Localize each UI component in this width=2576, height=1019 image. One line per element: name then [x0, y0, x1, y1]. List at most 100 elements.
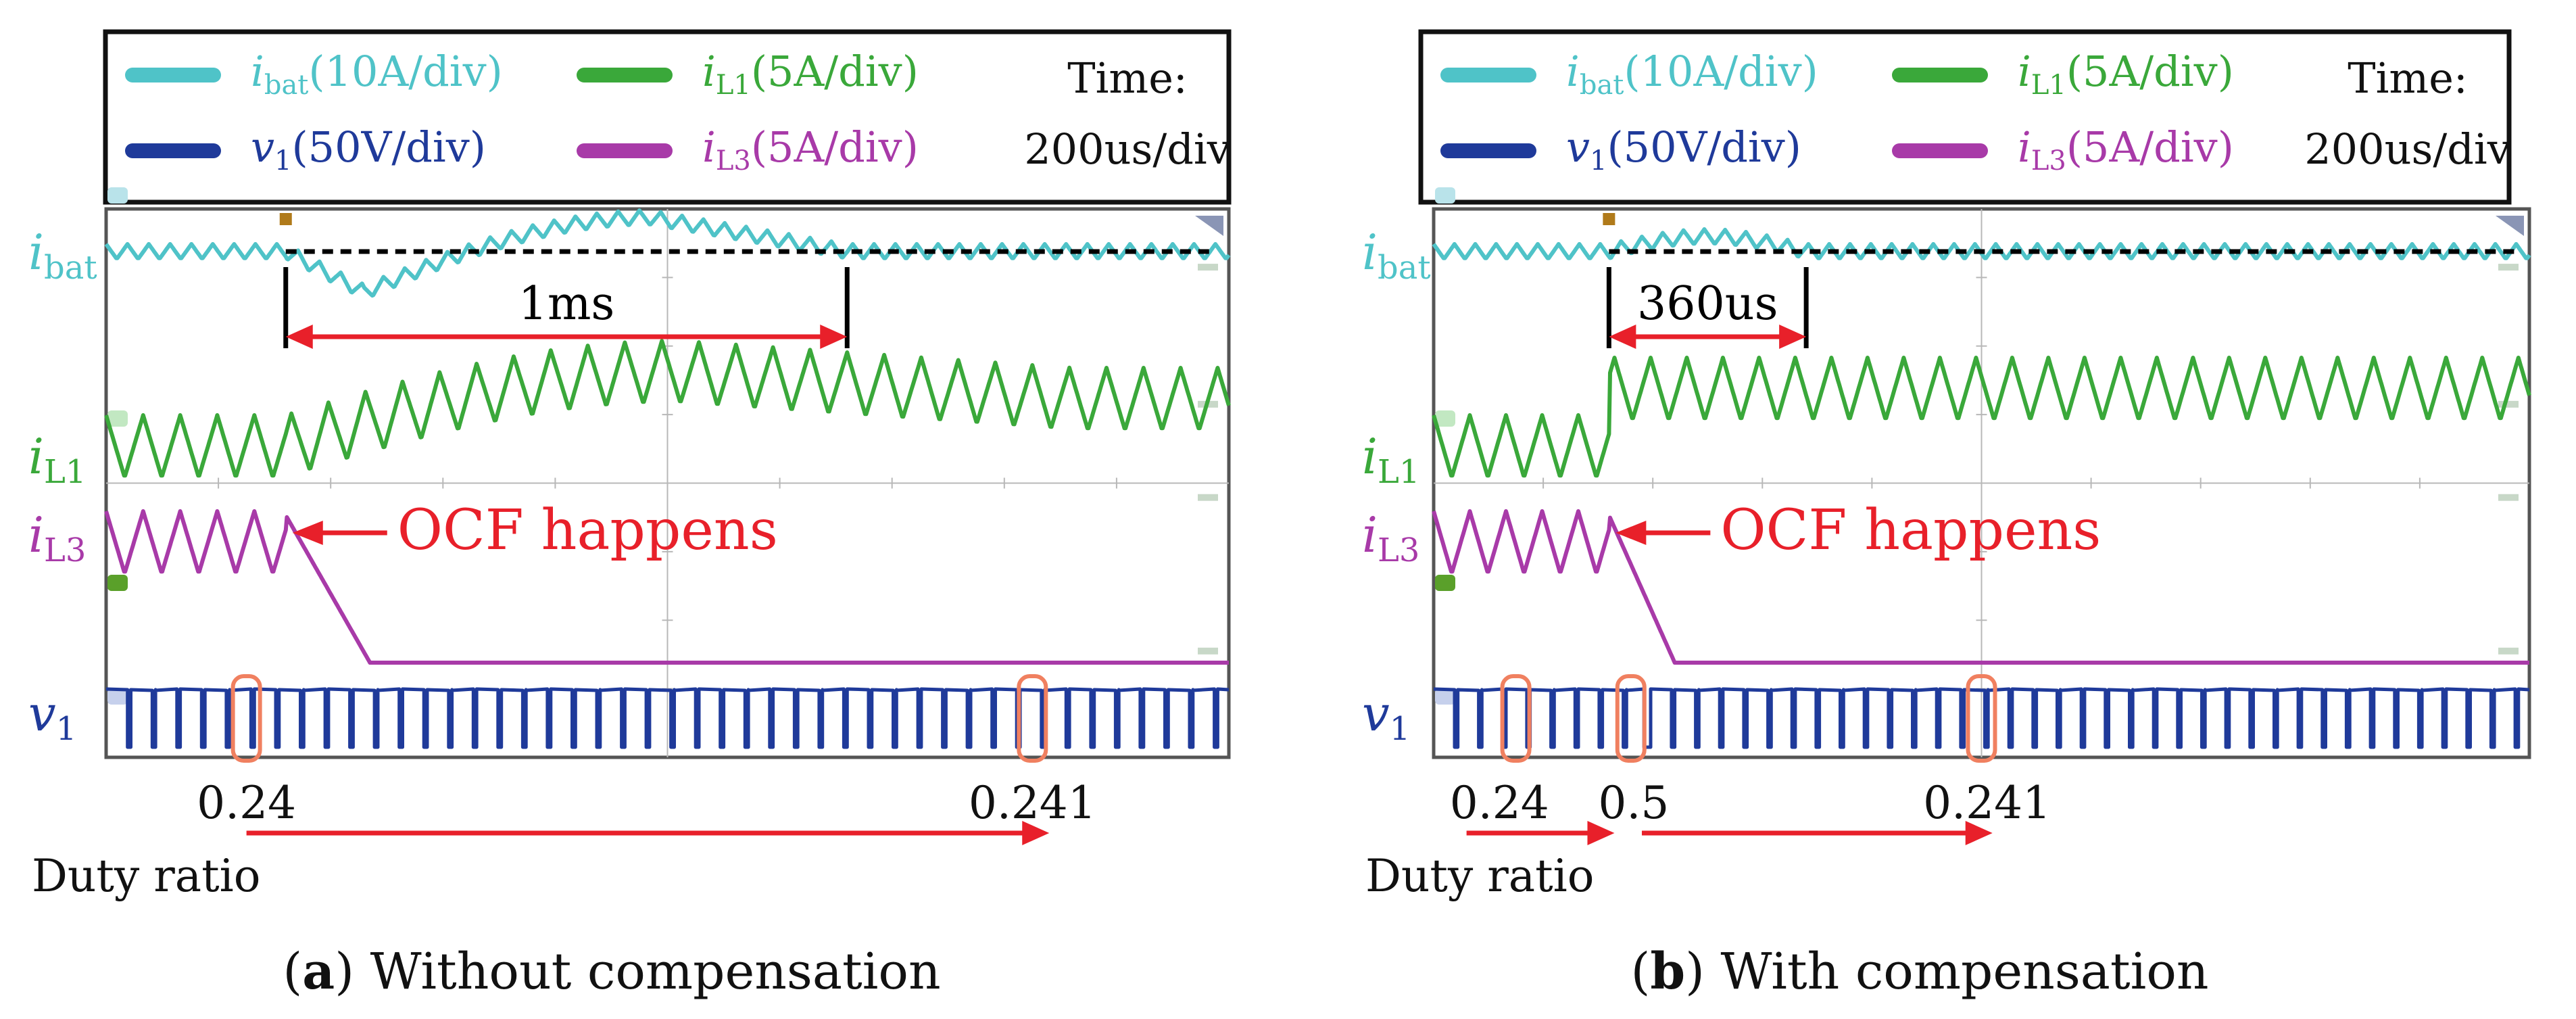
duty-arrowhead	[1022, 821, 1050, 845]
legend-symbol: v	[1566, 122, 1590, 172]
trace-ibat	[104, 208, 1231, 298]
interval-annotation: 360us	[1606, 267, 1809, 349]
duty-marker	[1500, 674, 1532, 763]
interval-annotation: 1ms	[283, 267, 850, 349]
trace-iL3	[1432, 509, 2531, 665]
channel-label-v1: v1	[28, 685, 76, 748]
legend-symbol: v	[251, 122, 274, 172]
legend-time-title: Time:	[2348, 53, 2468, 103]
caption-letter: b	[1650, 943, 1685, 1001]
scope-screen	[104, 187, 1231, 763]
legend-symbol: i	[702, 47, 716, 96]
channel-label-iL1: iL1	[28, 428, 86, 491]
legend-scale: (5A/div)	[2066, 47, 2234, 96]
channel-subscript: 1	[56, 710, 77, 748]
duty-tick-label: 0.241	[969, 777, 1096, 829]
interval-arrowhead-right	[820, 325, 848, 349]
legend-scale: (5A/div)	[751, 122, 919, 172]
scale-readout	[2498, 400, 2519, 408]
trace-iL3	[104, 509, 1230, 665]
channel-marker-v1	[107, 688, 128, 705]
duty-marker	[1615, 674, 1647, 763]
duty-axis: Duty ratio 0.24 0.241	[32, 777, 1096, 902]
legend-subscript: L1	[716, 70, 751, 101]
duty-axis: Duty ratio 0.24 0.5 0.241	[1365, 777, 2051, 902]
trace-iL1	[104, 339, 1231, 478]
legend-label-v1: v1(50V/div)	[1566, 122, 1801, 176]
trace-iL1	[1432, 356, 2531, 478]
channel-label-iL3: iL3	[28, 506, 86, 569]
channel-label-ibat: ibat	[28, 224, 97, 287]
legend-label-ibat: ibat(10A/div)	[1566, 47, 1818, 101]
channel-marker-ibat	[1435, 187, 1455, 204]
channel-marker-v1	[1435, 688, 1455, 705]
legend-scale: (10A/div)	[308, 47, 502, 96]
scale-readout	[1198, 494, 1218, 501]
duty-axis-label: Duty ratio	[1365, 850, 1594, 902]
legend-time-title: Time:	[1067, 53, 1188, 103]
caption-letter: a	[302, 943, 335, 1001]
scale-readout	[2498, 647, 2519, 655]
duty-marker	[1966, 674, 1997, 763]
caption-text: ) With compensation	[1685, 943, 2208, 1001]
channel-subscript: L3	[1378, 531, 1419, 569]
legend-scale: (50V/div)	[291, 122, 485, 172]
fault-label: OCF happens	[397, 498, 778, 563]
channel-symbol: i	[28, 224, 44, 281]
channel-symbol: i	[1362, 506, 1378, 563]
channel-subscript: bat	[44, 249, 97, 287]
channel-marker-iL3	[1435, 575, 1455, 591]
channel-symbol: i	[28, 506, 44, 563]
legend-symbol: i	[1566, 47, 1580, 96]
interval-arrowhead-right	[1779, 325, 1807, 349]
duty-arrowhead	[1965, 821, 1993, 845]
legend-subscript: 1	[274, 145, 291, 176]
channel-symbol: i	[28, 428, 44, 485]
legend-symbol: i	[2018, 122, 2031, 172]
legend-scale: (50V/div)	[1607, 122, 1801, 172]
channel-symbol: i	[1362, 224, 1378, 281]
scale-readout	[1198, 264, 1218, 271]
channel-label-iL3: iL3	[1362, 506, 1419, 569]
channel-symbol: v	[1362, 685, 1390, 742]
panel-caption: (a) Without compensation	[283, 943, 940, 1001]
legend-symbol: i	[702, 122, 716, 172]
fault-label: OCF happens	[1720, 498, 2101, 563]
legend-label-ibat: ibat(10A/div)	[251, 47, 503, 101]
legend-subscript: L1	[2031, 70, 2066, 101]
trigger-marker	[279, 213, 292, 225]
legend-subscript: bat	[1580, 70, 1624, 101]
interval-arrowhead-left	[1609, 325, 1636, 349]
duty-marker	[230, 674, 262, 763]
legend-frame	[103, 29, 1232, 205]
channel-marker-iL1	[1435, 410, 1455, 427]
interval-label: 1ms	[518, 277, 615, 331]
legend-label-iL1: iL1(5A/div)	[2018, 47, 2234, 101]
channel-marker-ibat	[107, 187, 128, 204]
channel-subscript: L3	[44, 531, 86, 569]
legend-time-scale: 200us/div	[2304, 124, 2511, 174]
duty-tick-label: 0.24	[1450, 777, 1549, 829]
legend-label-iL3: iL3(5A/div)	[2018, 122, 2234, 176]
fault-arrowhead	[1615, 521, 1647, 545]
duty-marker	[1017, 674, 1048, 763]
channel-symbol: i	[1362, 428, 1378, 485]
duty-tick-label: 0.24	[197, 777, 296, 829]
channel-marker-iL3	[107, 575, 128, 591]
fault-annotation: OCF happens	[292, 498, 778, 563]
duty-tick-label: 0.5	[1598, 777, 1669, 829]
channel-subscript: L1	[1378, 453, 1419, 491]
duty-arrowhead	[1587, 821, 1615, 845]
channel-subscript: L1	[44, 453, 86, 491]
duty-tick-label: 0.241	[1923, 777, 2051, 829]
scale-readout	[2498, 264, 2519, 271]
legend-label-iL3: iL3(5A/div)	[702, 122, 919, 176]
legend-subscript: 1	[1590, 145, 1607, 176]
channel-subscript: bat	[1378, 249, 1431, 287]
trigger-level-marker	[2496, 216, 2524, 236]
legend-frame	[1418, 29, 2512, 205]
panel-caption: (b) With compensation	[1630, 943, 2208, 1001]
channel-subscript: 1	[1390, 710, 1411, 748]
legend-label-iL1: iL1(5A/div)	[702, 47, 919, 101]
